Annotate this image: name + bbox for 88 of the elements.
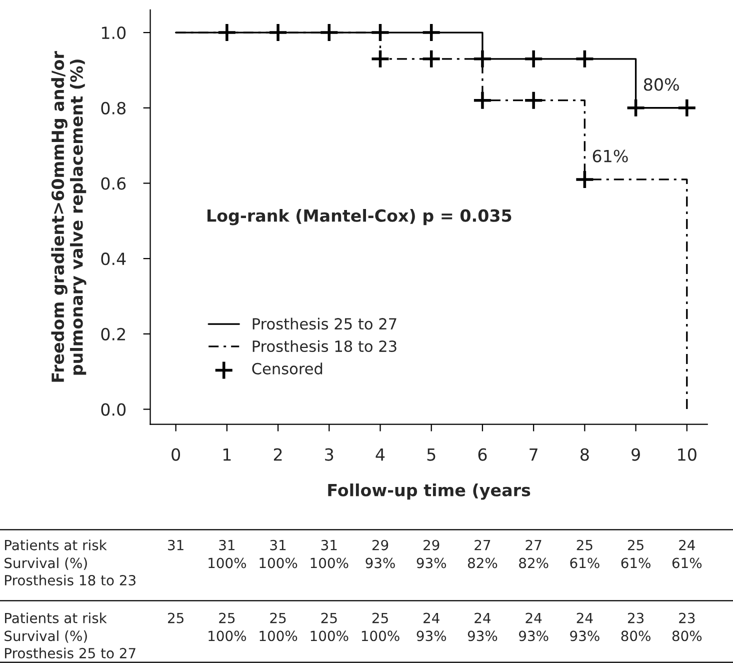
- point: [677, 98, 697, 118]
- text: 31: [219, 540, 234, 550]
- x-tick-label: 1: [223, 448, 231, 461]
- y-tick-label: 0.8: [101, 102, 126, 114]
- text: 100%: [260, 630, 298, 642]
- text: 93%: [416, 558, 446, 568]
- point: [421, 49, 442, 69]
- text: 82%: [519, 558, 548, 568]
- point: [472, 90, 492, 110]
- annotation: 80%: [644, 78, 679, 91]
- y-axis-title: Freedom gradient>60mmHg and/or pulmonary valve replacement (%): [51, 51, 86, 382]
- text: 100%: [208, 630, 246, 642]
- point: [574, 170, 595, 190]
- text: 25: [576, 540, 592, 550]
- text: 24: [679, 540, 695, 550]
- text: 31: [168, 540, 184, 550]
- text: 100%: [310, 558, 348, 568]
- x-tick-label: 8: [580, 448, 589, 461]
- text: 25: [321, 612, 337, 624]
- text: 27: [474, 540, 490, 550]
- text: 100%: [310, 630, 348, 642]
- text: 100%: [208, 558, 246, 568]
- point: [370, 49, 390, 69]
- x-tick-label: 0: [172, 448, 180, 461]
- text: 29: [424, 540, 440, 550]
- x-tick-label: 2: [274, 448, 282, 461]
- text: 100%: [260, 558, 298, 568]
- y-tick-label: 1.0: [102, 26, 126, 40]
- text: 61%: [570, 558, 600, 568]
- text: 82%: [468, 558, 498, 568]
- text: 24: [424, 612, 440, 624]
- text: 24: [474, 612, 491, 624]
- x-tick-label: 3: [325, 448, 334, 461]
- y-tick-label: 0.2: [101, 328, 125, 340]
- text: 93%: [366, 558, 395, 568]
- text: 31: [270, 540, 286, 550]
- text: 61%: [621, 558, 650, 568]
- text: Survival (%): [4, 630, 87, 643]
- legend-label: Prosthesis 18 to 23: [252, 340, 396, 352]
- point: [319, 22, 340, 42]
- text: 93%: [416, 630, 446, 642]
- y-tick-label: 0.6: [101, 177, 126, 190]
- text: 80%: [621, 630, 650, 642]
- text: 25: [628, 540, 644, 550]
- y-tick-label: 0.4: [101, 252, 126, 266]
- text: Prosthesis 18 to 23: [5, 574, 136, 586]
- text: 25: [372, 612, 388, 624]
- x-tick-label: 10: [678, 448, 696, 461]
- point: [421, 22, 442, 42]
- annotation: 61%: [592, 150, 628, 162]
- text: 27: [526, 540, 542, 550]
- text: Survival (%): [4, 557, 87, 570]
- text: 25: [168, 612, 184, 624]
- point: [217, 22, 237, 42]
- x-tick-label: 7: [530, 448, 538, 461]
- text: Prosthesis 25 to 27: [5, 648, 136, 658]
- text: 93%: [519, 630, 548, 642]
- legend-label: Prosthesis 25 to 27: [252, 318, 396, 330]
- text: 24: [526, 612, 542, 624]
- text: Patients at risk: [5, 540, 107, 550]
- x-axis-title: Follow-up time (years: [328, 484, 530, 500]
- text: 31: [321, 540, 337, 550]
- legend-label: Censored: [252, 362, 322, 374]
- text: 23: [679, 612, 695, 624]
- x-tick-label: 6: [478, 448, 487, 461]
- x-tick-label: 9: [632, 448, 640, 461]
- y-tick-label: 0.0: [101, 403, 126, 416]
- x-tick-label: 5: [427, 448, 436, 461]
- text: 24: [576, 612, 593, 624]
- text: 25: [219, 612, 235, 624]
- point: [574, 49, 595, 69]
- text: 93%: [468, 630, 498, 642]
- point: [626, 98, 646, 118]
- point: [472, 49, 492, 69]
- text: 100%: [362, 630, 400, 642]
- x-tick-label: 4: [376, 448, 385, 461]
- point: [268, 22, 288, 42]
- text: Patients at risk: [5, 612, 107, 624]
- text: 25: [270, 612, 286, 624]
- point: [524, 49, 544, 69]
- text: 23: [628, 612, 644, 624]
- text: 80%: [672, 630, 702, 642]
- point: [370, 22, 390, 42]
- text: 93%: [570, 630, 600, 642]
- point: [524, 90, 544, 110]
- text: 61%: [672, 558, 702, 568]
- annotation: Log-rank (Mantel-Cox) p = 0.035: [208, 209, 512, 226]
- text: 29: [372, 540, 388, 550]
